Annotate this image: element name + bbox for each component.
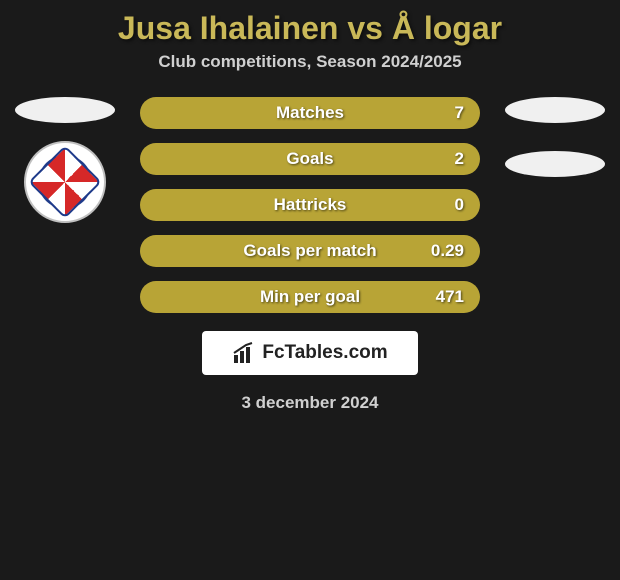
stat-value: 2 [455,149,464,169]
stat-bar-hattricks: Hattricks 0 [140,189,480,221]
stats-comparison-widget: Jusa Ihalainen vs Å logar Club competiti… [0,0,620,413]
player-placeholder-right-1 [505,97,605,123]
club-badge-hajduk [24,141,106,223]
left-column [10,97,120,223]
stat-label: Hattricks [274,195,347,215]
stat-label: Goals per match [243,241,376,261]
stat-value: 0 [455,195,464,215]
content-row: Matches 7 Goals 2 Hattricks 0 Goals per … [0,97,620,313]
stat-bar-goals: Goals 2 [140,143,480,175]
subtitle: Club competitions, Season 2024/2025 [0,52,620,97]
stats-column: Matches 7 Goals 2 Hattricks 0 Goals per … [120,97,500,313]
stat-label: Min per goal [260,287,360,307]
player-placeholder-right-2 [505,151,605,177]
chart-icon [232,341,256,365]
club-badge-pattern [28,145,102,219]
stat-label: Goals [286,149,333,169]
stat-label: Matches [276,103,344,123]
date-text: 3 december 2024 [0,393,620,413]
brand-logo-box[interactable]: FcTables.com [202,331,418,375]
page-title: Jusa Ihalainen vs Å logar [0,0,620,52]
player-placeholder-left [15,97,115,123]
stat-bar-min-per-goal: Min per goal 471 [140,281,480,313]
stat-value: 471 [436,287,464,307]
right-column [500,97,610,195]
stat-bar-matches: Matches 7 [140,97,480,129]
stat-value: 0.29 [431,241,464,261]
stat-bar-goals-per-match: Goals per match 0.29 [140,235,480,267]
stat-value: 7 [455,103,464,123]
brand-name: FcTables.com [262,342,387,364]
